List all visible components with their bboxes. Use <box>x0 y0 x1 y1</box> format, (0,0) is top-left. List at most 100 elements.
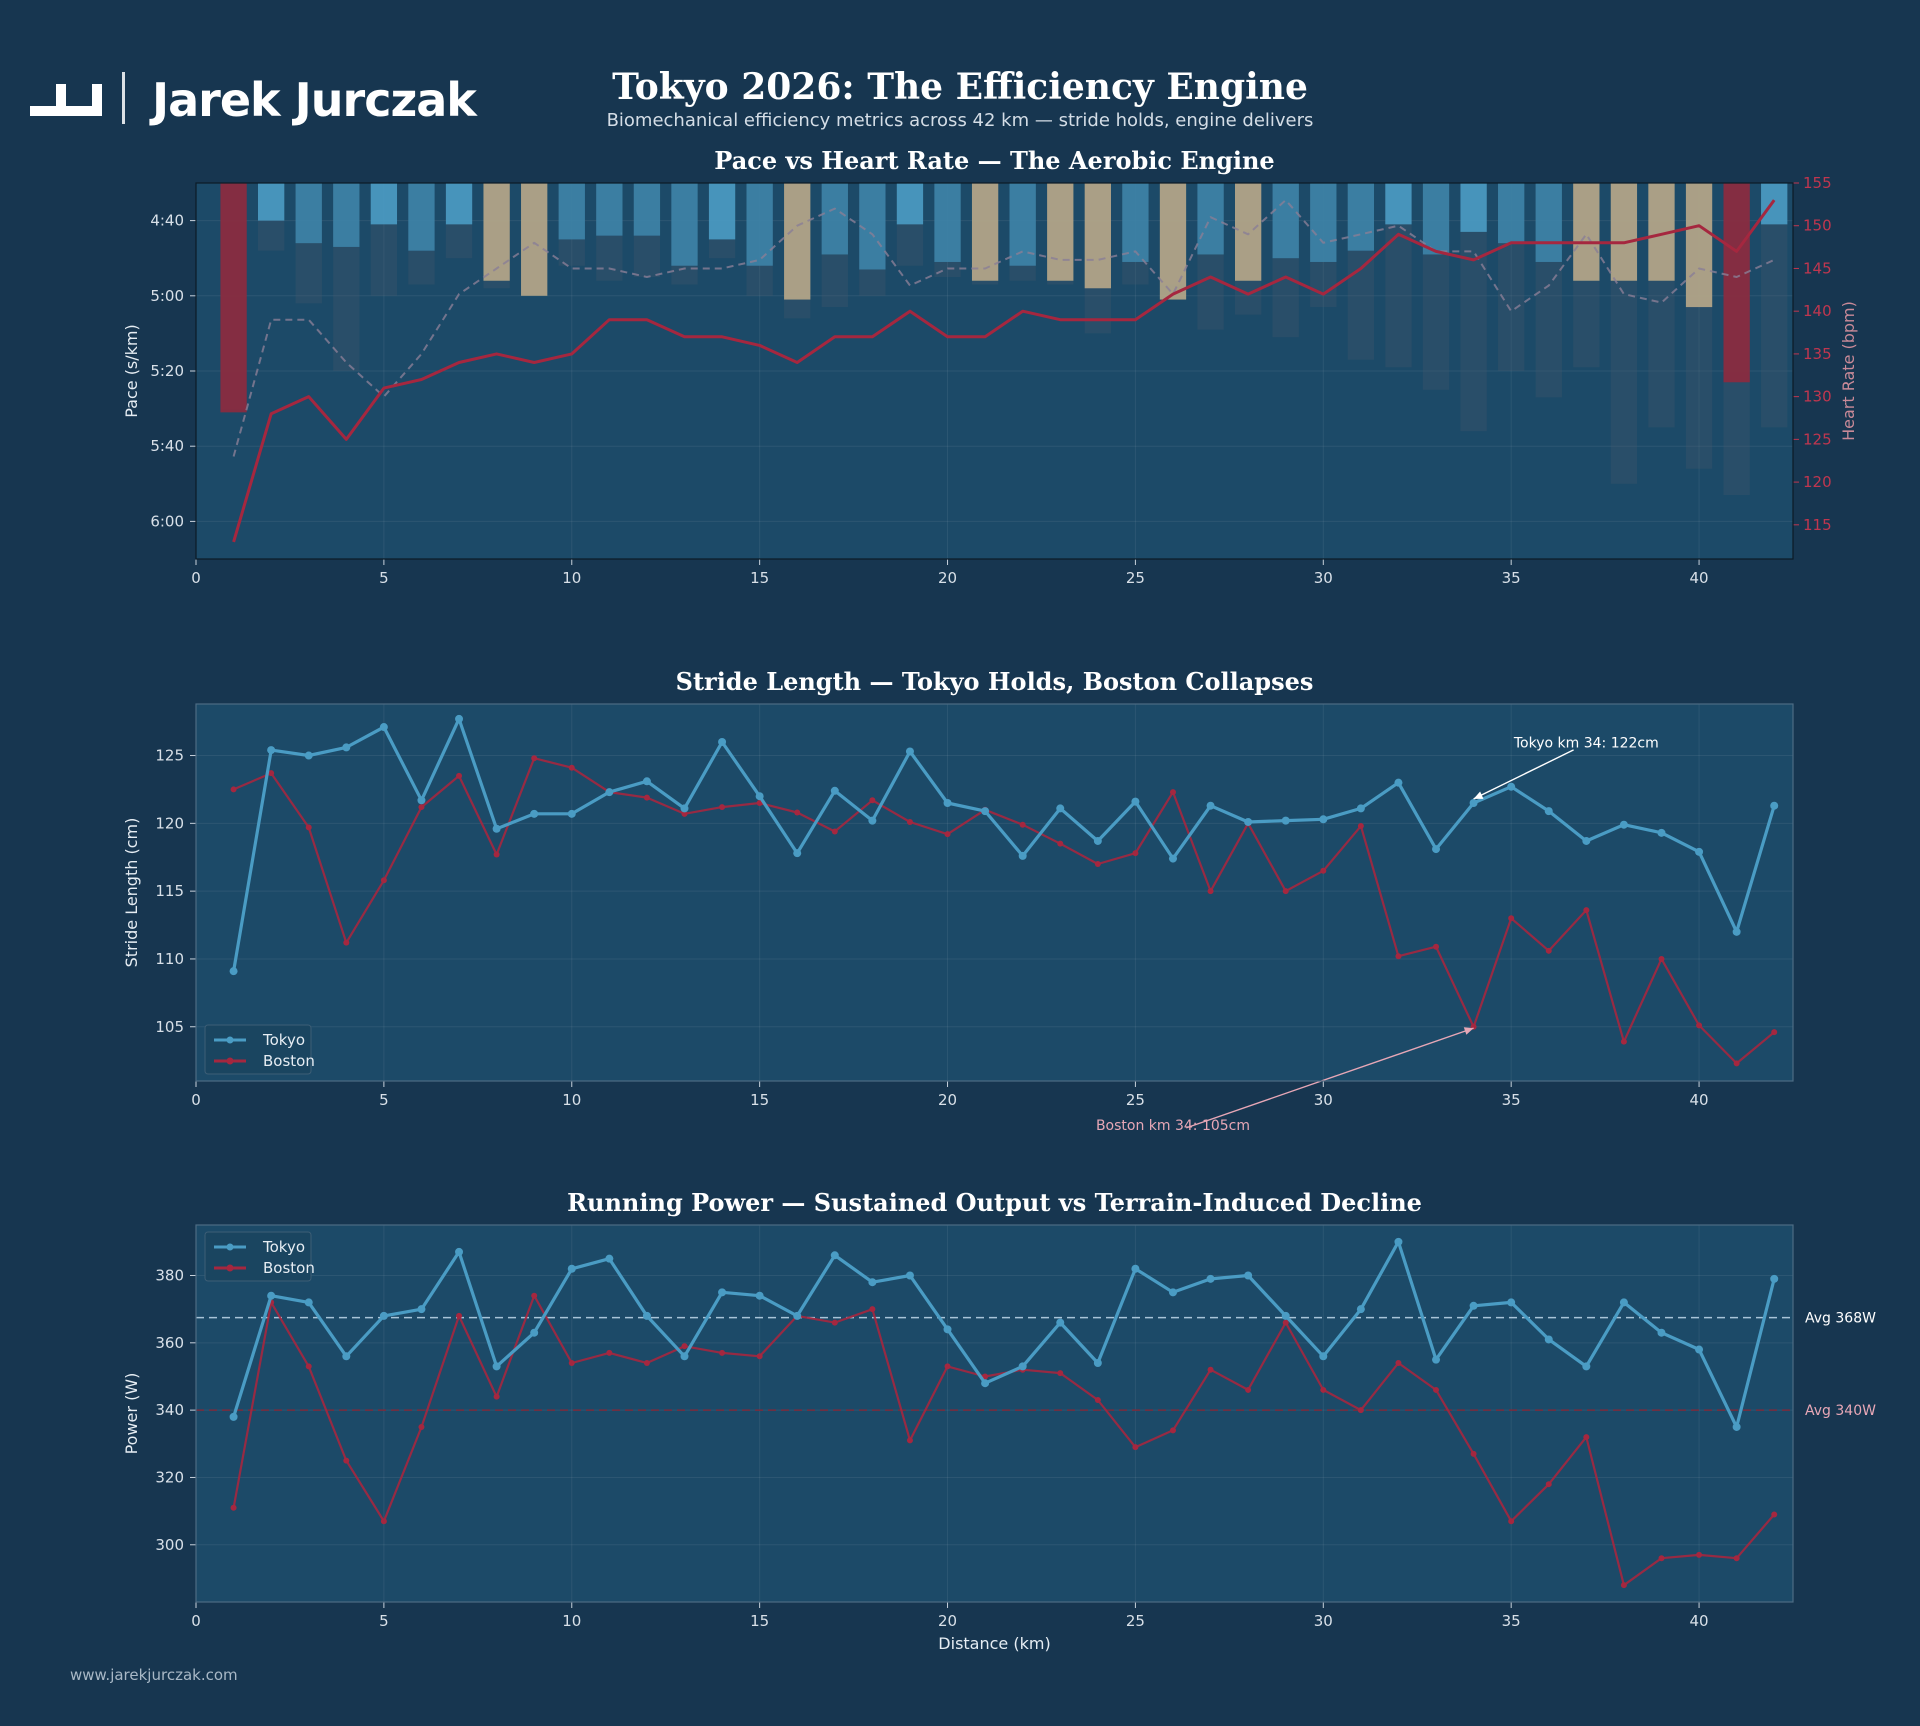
x-tick-label: 35 <box>1502 1091 1521 1109</box>
tokyo-pace-bar <box>671 183 698 266</box>
tokyo-point <box>1732 1422 1741 1431</box>
tokyo-point <box>1770 801 1779 810</box>
tokyo-point <box>342 1352 351 1361</box>
tokyo-point <box>1394 778 1403 787</box>
tokyo-point <box>605 1254 614 1263</box>
tokyo-point <box>229 1412 238 1421</box>
x-tick-label: 0 <box>191 569 201 587</box>
tokyo-pace-bar <box>1460 183 1487 232</box>
boston-point <box>1545 947 1552 954</box>
tokyo-point <box>680 804 689 813</box>
boston-point <box>380 877 387 884</box>
y2-axis-label: Heart Rate (bpm) <box>1839 301 1858 441</box>
tokyo-point <box>1619 1298 1628 1307</box>
y-tick-label: 5:40 <box>150 437 184 455</box>
tokyo-point <box>1432 845 1441 854</box>
tokyo-pace-bar <box>1084 183 1111 289</box>
boston-heart-rate-line <box>232 199 1775 457</box>
boston-point <box>1357 823 1364 830</box>
x-tick-label: 0 <box>191 1612 201 1630</box>
tokyo-point <box>1356 804 1365 813</box>
tokyo-pace-bar <box>633 183 661 236</box>
y-tick-label: 120 <box>155 814 184 832</box>
y-tick-label: 340 <box>155 1401 184 1419</box>
boston-point <box>944 1363 951 1370</box>
tokyo-point <box>417 796 426 805</box>
y2-tick-label: 115 <box>1803 516 1832 534</box>
tokyo-point <box>567 1264 576 1273</box>
tokyo-point <box>1657 1328 1666 1337</box>
tokyo-pace-bar <box>708 183 736 240</box>
boston-point <box>456 1312 463 1319</box>
boston-point <box>343 939 350 946</box>
boston-point <box>305 824 312 831</box>
y-tick-label: 6:00 <box>150 512 184 530</box>
annotation-label: Boston km 34: 105cm <box>1096 1118 1250 1134</box>
tokyo-point <box>1206 801 1215 810</box>
boston-point <box>1658 1555 1665 1562</box>
x-tick-label: 35 <box>1502 569 1521 587</box>
legend-marker-boston <box>226 1264 234 1272</box>
y2-tick-label: 130 <box>1803 388 1832 406</box>
x-tick-label: 10 <box>562 1612 581 1630</box>
boston-point <box>531 1292 538 1299</box>
x-tick-label: 20 <box>938 569 957 587</box>
tokyo-point <box>304 1298 313 1307</box>
boston-point <box>606 1349 613 1356</box>
tokyo-pace-bar <box>1047 183 1074 281</box>
boston-point <box>1771 1029 1778 1036</box>
tokyo-point <box>1507 782 1516 791</box>
x-tick-label: 5 <box>379 569 389 587</box>
annotation-arrow <box>1186 1027 1474 1129</box>
tokyo-pace-bar <box>784 183 811 300</box>
y-tick-label: 4:40 <box>150 212 184 230</box>
tokyo-point <box>1056 804 1065 813</box>
tokyo-point <box>868 816 877 825</box>
tokyo-point <box>267 1291 276 1300</box>
boston-point <box>531 755 538 762</box>
x-tick-label: 25 <box>1126 1612 1145 1630</box>
tokyo-pace-bar <box>859 183 886 270</box>
y-tick-label: 105 <box>155 1018 184 1036</box>
boston-point <box>1395 953 1402 960</box>
tokyo-pace-bar <box>971 183 999 281</box>
tokyo-pace-bar <box>408 183 435 251</box>
tokyo-point <box>1695 1345 1704 1354</box>
tokyo-pace-bar <box>1197 183 1224 255</box>
boston-point <box>568 1360 575 1367</box>
boston-point <box>1245 1386 1252 1393</box>
brand-mark-icon <box>30 72 125 124</box>
x-tick-label: 15 <box>750 1612 769 1630</box>
y-tick-label: 125 <box>155 747 184 765</box>
tokyo-point <box>379 1311 388 1320</box>
boston-point <box>1658 955 1665 962</box>
boston-point <box>1470 1450 1477 1457</box>
tokyo-point <box>567 809 576 818</box>
boston-point <box>1282 888 1289 895</box>
reference-line-label: Avg 368W <box>1805 1311 1876 1327</box>
y-tick-label: 360 <box>155 1334 184 1352</box>
tokyo-point <box>868 1278 877 1287</box>
tokyo-point <box>1582 1362 1591 1371</box>
y-tick-label: 5:00 <box>150 287 184 305</box>
tokyo-pace-bar <box>1385 183 1412 225</box>
plot-border-3 <box>195 1224 1794 1603</box>
boston-point <box>1733 1060 1740 1067</box>
boston-point <box>1583 907 1590 914</box>
tokyo-point <box>455 1247 464 1256</box>
boston-point <box>418 1423 425 1430</box>
boston-point <box>1057 840 1064 847</box>
tokyo-point <box>1432 1355 1441 1364</box>
boston-point <box>268 770 275 777</box>
boston-point <box>1207 888 1214 895</box>
tokyo-point <box>1695 847 1704 856</box>
boston-point <box>1508 1518 1515 1525</box>
tokyo-point <box>1281 816 1290 825</box>
y2-tick-label: 120 <box>1803 473 1832 491</box>
tokyo-point <box>1168 1288 1177 1297</box>
tokyo-point <box>1018 1362 1027 1371</box>
tokyo-point <box>830 1251 839 1260</box>
chart-title-2: Stride Length — Tokyo Holds, Boston Coll… <box>676 667 1314 696</box>
tokyo-pace-bar <box>746 183 773 266</box>
